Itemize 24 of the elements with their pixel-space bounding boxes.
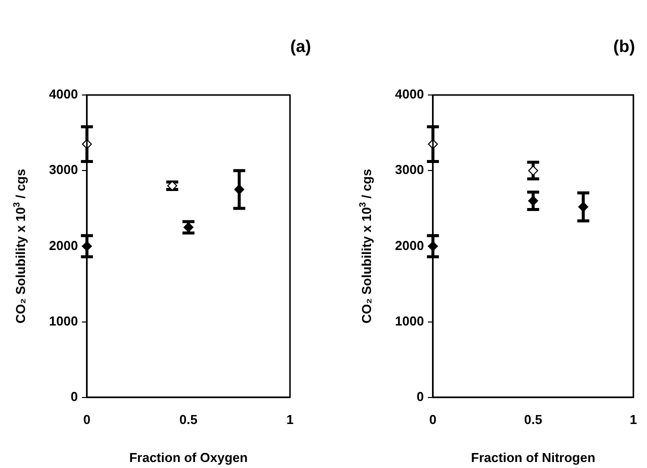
x-axis-title: Fraction of Oxygen	[129, 450, 248, 465]
x-tick-label: 1	[286, 412, 294, 427]
y-tick-label: 4000	[395, 86, 424, 102]
x-tick-label: 0	[83, 412, 91, 427]
x-tick-label: 0.5	[179, 412, 198, 427]
x-axis-title: Fraction of Nitrogen	[471, 450, 596, 465]
y-tick-label: 3000	[395, 162, 424, 178]
x-tick-label: 0	[429, 412, 437, 427]
x-tick-label: 0.5	[524, 412, 542, 427]
y-axis-title: CO₂ Solubility x 103 / cgs	[12, 168, 28, 324]
point	[578, 202, 588, 212]
y-tick-label: 1000	[49, 313, 78, 328]
chart-title: (b)	[613, 37, 635, 56]
y-axis-title: CO₂ Solubility x 103 / cgs	[358, 168, 374, 324]
chart-title: (a)	[290, 37, 311, 56]
y-tick-label: 1000	[395, 313, 424, 328]
y-tick-label: 0	[70, 388, 78, 404]
y-tick-label: 2000	[395, 238, 424, 253]
x-tick-label: 1	[630, 412, 637, 427]
y-tick-label: 2000	[49, 238, 78, 253]
y-tick-label: 0	[416, 388, 424, 404]
point	[234, 184, 244, 194]
y-tick-label: 4000	[49, 86, 78, 102]
y-tick-label: 3000	[49, 162, 78, 178]
